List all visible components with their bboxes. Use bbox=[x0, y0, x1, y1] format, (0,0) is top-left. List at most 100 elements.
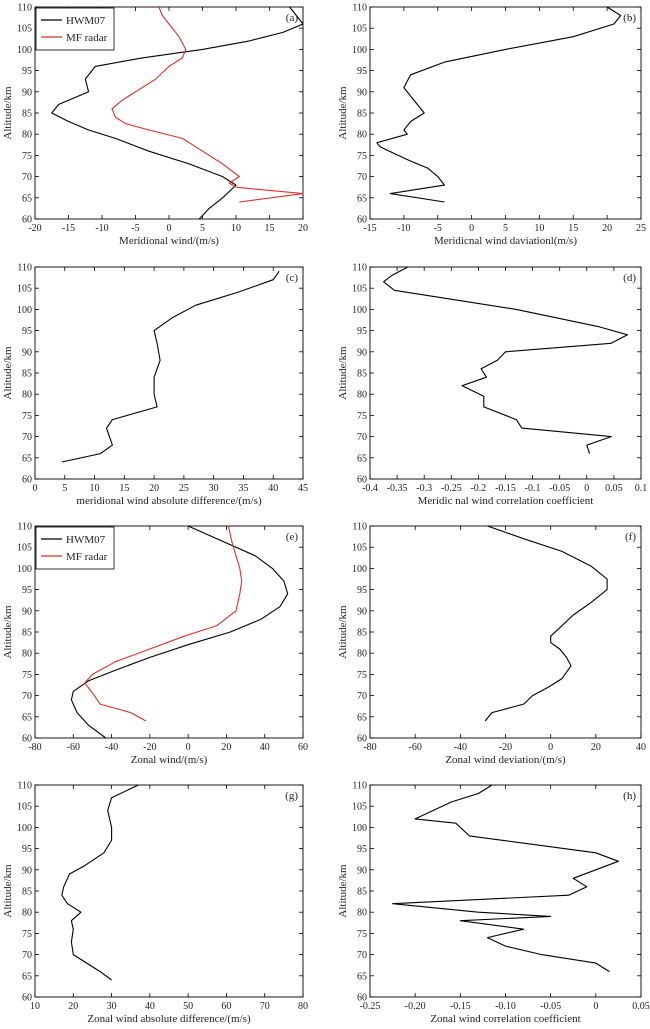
y-tick-label: 85 bbox=[357, 109, 367, 120]
y-tick-label: 75 bbox=[22, 929, 32, 940]
x-tick-label: 60 bbox=[298, 742, 308, 753]
x-tick-label: 20 bbox=[591, 742, 601, 753]
x-tick-label: 10 bbox=[231, 223, 241, 234]
y-tick-label: 65 bbox=[22, 971, 32, 982]
plot-frame bbox=[34, 784, 304, 998]
x-tick-label: -20 bbox=[28, 223, 41, 234]
y-tick-label: 105 bbox=[352, 284, 367, 295]
y-axis-label: Altitude/km bbox=[2, 605, 14, 659]
x-tick-label: 40 bbox=[145, 1001, 155, 1012]
y-tick-label: 65 bbox=[22, 453, 32, 464]
x-tick-label: 25 bbox=[636, 223, 646, 234]
y-tick-label: 80 bbox=[22, 649, 32, 660]
x-tick-label: -0.05 bbox=[549, 483, 570, 494]
panel-label: (f) bbox=[625, 531, 636, 543]
x-tick-label: -0.3 bbox=[416, 483, 432, 494]
legend-entry: MF radar bbox=[66, 551, 108, 563]
y-tick-label: 85 bbox=[22, 369, 32, 380]
y-tick-label: 75 bbox=[357, 411, 367, 422]
plot-frame bbox=[34, 266, 304, 480]
y-tick-label: 60 bbox=[22, 734, 32, 745]
y-tick-label: 85 bbox=[22, 628, 32, 639]
y-tick-label: 60 bbox=[357, 993, 367, 1004]
legend: HWM07 MF radar bbox=[35, 526, 115, 570]
y-tick-label: 70 bbox=[357, 432, 367, 443]
y-tick-label: 80 bbox=[357, 908, 367, 919]
y-tick-label: 75 bbox=[357, 670, 367, 681]
y-tick-label: 60 bbox=[22, 475, 32, 486]
x-tick-label: 30 bbox=[209, 483, 219, 494]
x-tick-label: 20 bbox=[221, 742, 231, 753]
y-tick-label: 100 bbox=[352, 823, 367, 834]
y-tick-label: 110 bbox=[17, 263, 32, 274]
panel-label: (d) bbox=[623, 272, 636, 284]
x-tick-label: 40 bbox=[260, 742, 270, 753]
y-axis-label: Altitude/km bbox=[2, 86, 14, 140]
series-line-1 bbox=[383, 266, 629, 454]
y-tick-label: 60 bbox=[22, 993, 32, 1004]
legend-entry: HWM07 bbox=[66, 15, 106, 27]
panel-label: (c) bbox=[286, 272, 299, 284]
y-tick-label: 60 bbox=[22, 215, 32, 226]
plot-frame bbox=[369, 6, 642, 220]
y-tick-label: 95 bbox=[357, 585, 367, 596]
x-tick-label: 0 bbox=[584, 483, 589, 494]
y-tick-label: 75 bbox=[357, 151, 367, 162]
y-tick-label: 65 bbox=[357, 193, 367, 204]
y-tick-label: 85 bbox=[22, 887, 32, 898]
x-axis-label: Zonal wind/(m/s) bbox=[131, 754, 208, 766]
plot-frame bbox=[369, 525, 642, 739]
x-tick-label: 40 bbox=[636, 742, 646, 753]
x-tick-label: 25 bbox=[179, 483, 189, 494]
chart-panel-2: -15 -10 -5 0 5 10 15 20 25 60 65 70 75 80 85 90 95 100 105… bbox=[337, 3, 646, 248]
y-tick-label: 110 bbox=[352, 263, 367, 274]
y-tick-label: 105 bbox=[352, 543, 367, 554]
y-tick-label: 90 bbox=[357, 865, 367, 876]
y-tick-label: 95 bbox=[357, 326, 367, 337]
x-tick-label: -0.2 bbox=[470, 483, 486, 494]
series-line-1 bbox=[376, 6, 622, 203]
y-tick-label: 90 bbox=[22, 347, 32, 358]
y-tick-label: 110 bbox=[17, 781, 32, 792]
chart-panel-1: -20 -15 -10 -5 0 5 10 15 20 60 65 70 75 80 85 90 95 100 10… bbox=[2, 3, 308, 248]
x-tick-label: 0 bbox=[548, 742, 553, 753]
x-tick-label: 0.05 bbox=[605, 483, 623, 494]
y-axis-label: Altitude/km bbox=[337, 346, 349, 400]
y-axis-label: Altitude/km bbox=[337, 86, 349, 140]
y-tick-label: 100 bbox=[352, 564, 367, 575]
x-tick-label: 0 bbox=[469, 223, 474, 234]
series-line-1 bbox=[484, 525, 608, 722]
x-axis-label: Meridicnal wind daviationl(m/s) bbox=[434, 235, 577, 247]
y-tick-label: 90 bbox=[357, 347, 367, 358]
y-tick-label: 95 bbox=[22, 326, 32, 337]
x-tick-label: -60 bbox=[408, 742, 421, 753]
x-tick-label: -0.10 bbox=[495, 1001, 516, 1012]
y-tick-label: 75 bbox=[22, 151, 32, 162]
y-tick-label: 95 bbox=[357, 844, 367, 855]
x-tick-label: -40 bbox=[454, 742, 467, 753]
x-tick-label: 20 bbox=[68, 1001, 78, 1012]
y-tick-label: 70 bbox=[22, 950, 32, 961]
y-tick-label: 95 bbox=[22, 844, 32, 855]
chart-panel-6: -80 -60 -40 -20 0 20 40 60 65 70 75 80 85 90 95 100 105 1… bbox=[337, 522, 646, 767]
series-line-mf-radar bbox=[84, 525, 243, 722]
y-tick-label: 70 bbox=[357, 950, 367, 961]
y-tick-label: 75 bbox=[22, 670, 32, 681]
y-axis-label: Altitude/km bbox=[2, 864, 14, 918]
y-tick-label: 80 bbox=[357, 649, 367, 660]
x-axis-label: Zonal wind absolute difference/(m/s) bbox=[87, 1013, 251, 1025]
y-tick-label: 70 bbox=[22, 691, 32, 702]
x-tick-label: -10 bbox=[95, 223, 108, 234]
panel-label: (b) bbox=[623, 12, 636, 24]
y-tick-label: 90 bbox=[357, 87, 367, 98]
panel-label: (e) bbox=[286, 531, 299, 543]
x-tick-label: -0.4 bbox=[362, 483, 378, 494]
panel-label: (h) bbox=[623, 790, 636, 802]
x-tick-label: -10 bbox=[397, 223, 410, 234]
y-tick-label: 105 bbox=[17, 284, 32, 295]
y-tick-label: 60 bbox=[357, 734, 367, 745]
x-tick-label: 20 bbox=[298, 223, 308, 234]
legend-box bbox=[35, 526, 115, 570]
y-tick-label: 85 bbox=[357, 369, 367, 380]
